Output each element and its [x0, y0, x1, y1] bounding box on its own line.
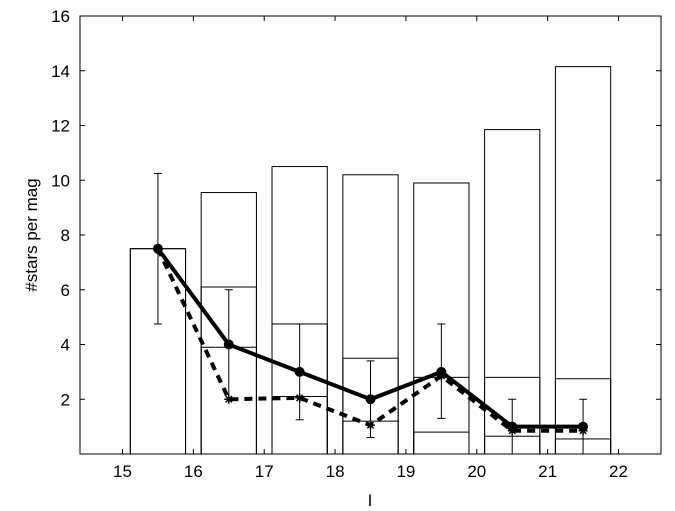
x-tick-label: 16: [184, 462, 203, 481]
x-tick-label: 20: [467, 462, 486, 481]
y-tick-label: 4: [61, 336, 70, 355]
x-axis-title: I: [368, 491, 373, 510]
x-axis-ticks: 15 16 17 18 19 20 21 22: [113, 16, 628, 481]
y-tick-label: 16: [51, 7, 70, 26]
x-tick-label: 18: [326, 462, 345, 481]
errorbars-layer: [153, 172, 588, 455]
y-tick-label: 10: [51, 171, 70, 190]
bars-layer: [129, 66, 612, 455]
y-axis-title: #stars per mag: [22, 178, 41, 291]
circle-marker: [294, 366, 305, 377]
x-tick-label: 21: [538, 462, 557, 481]
star-marker: [224, 394, 234, 404]
circle-marker: [152, 243, 163, 254]
circle-marker: [436, 366, 447, 377]
circle-marker: [223, 339, 234, 350]
y-tick-label: 8: [61, 226, 70, 245]
circle-marker: [507, 421, 518, 432]
star-marker: [295, 393, 305, 403]
x-tick-label: 22: [609, 462, 628, 481]
y-tick-label: 14: [51, 62, 70, 81]
x-tick-label: 15: [113, 462, 132, 481]
outer-bar: [554, 66, 612, 455]
circle-marker: [365, 394, 376, 405]
y-tick-label: 2: [61, 390, 70, 409]
bottom-bar: [413, 431, 470, 455]
markers-layer: [152, 243, 589, 436]
x-tick-label: 17: [255, 462, 274, 481]
circle-marker: [578, 421, 589, 432]
x-tick-label: 19: [396, 462, 415, 481]
y-tick-label: 6: [61, 281, 70, 300]
star-marker: [366, 420, 375, 430]
y-tick-label: 12: [51, 117, 70, 136]
y-axis-ticks: 2 4 6 8 10 12 14 16: [51, 7, 661, 409]
